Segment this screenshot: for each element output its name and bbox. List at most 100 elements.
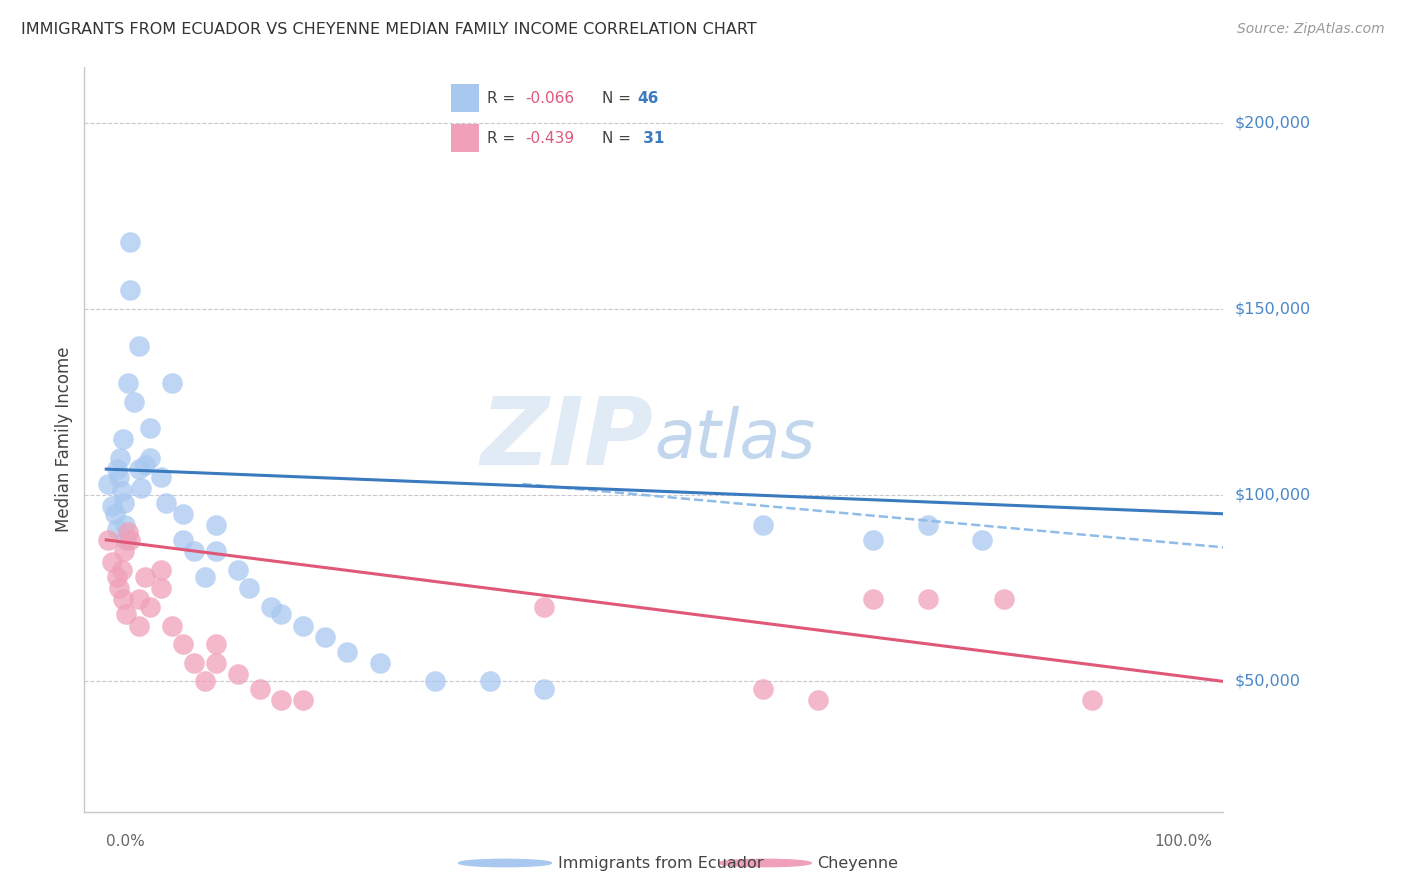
Text: $100,000: $100,000: [1234, 488, 1310, 503]
Point: [111, 433, 134, 447]
Text: ZIP: ZIP: [481, 393, 654, 485]
Point: [204, 544, 226, 558]
Point: [270, 693, 292, 707]
Text: IMMIGRANTS FROM ECUADOR VS CHEYENNE MEDIAN FAMILY INCOME CORRELATION CHART: IMMIGRANTS FROM ECUADOR VS CHEYENNE MEDI…: [21, 22, 756, 37]
Point: [1081, 693, 1104, 707]
Point: [105, 522, 128, 536]
Text: R =: R =: [486, 91, 520, 106]
Point: [160, 618, 183, 632]
Point: [97, 477, 120, 491]
Point: [155, 495, 177, 509]
Point: [150, 469, 173, 483]
Point: [204, 518, 226, 533]
Point: [112, 495, 135, 509]
Point: [120, 283, 142, 297]
Point: [160, 376, 183, 391]
Point: [183, 656, 205, 670]
Point: [111, 592, 134, 607]
Point: [292, 618, 315, 632]
Point: [139, 421, 162, 435]
Point: [972, 533, 994, 547]
Point: [423, 674, 446, 689]
Point: [172, 507, 194, 521]
Point: [993, 592, 1015, 607]
Point: [478, 674, 501, 689]
Point: [194, 674, 217, 689]
Circle shape: [458, 859, 551, 867]
Point: [134, 570, 156, 584]
Text: 31: 31: [637, 130, 664, 145]
Point: [752, 518, 775, 533]
Point: [917, 592, 939, 607]
Point: [533, 599, 555, 614]
Circle shape: [718, 859, 811, 867]
Point: [533, 681, 555, 696]
Point: [108, 469, 131, 483]
Point: [110, 450, 132, 465]
Point: [150, 563, 173, 577]
Point: [128, 592, 150, 607]
Point: [128, 339, 150, 353]
Text: $150,000: $150,000: [1234, 301, 1310, 317]
Point: [100, 555, 122, 569]
Text: $200,000: $200,000: [1234, 115, 1310, 130]
Point: [917, 518, 939, 533]
Point: [204, 637, 226, 651]
Point: [122, 395, 145, 409]
Point: [150, 582, 173, 596]
Text: 46: 46: [637, 91, 659, 106]
Point: [183, 544, 205, 558]
Bar: [451, 85, 478, 112]
Point: [752, 681, 775, 696]
Text: 0.0%: 0.0%: [107, 834, 145, 849]
Point: [139, 599, 162, 614]
Text: 100.0%: 100.0%: [1154, 834, 1212, 849]
Text: Source: ZipAtlas.com: Source: ZipAtlas.com: [1237, 22, 1385, 37]
Point: [238, 582, 260, 596]
Point: [105, 570, 128, 584]
Point: [172, 637, 194, 651]
Point: [114, 518, 136, 533]
Point: [172, 533, 194, 547]
Text: atlas: atlas: [654, 407, 815, 472]
Point: [194, 570, 217, 584]
Point: [807, 693, 830, 707]
Point: [115, 533, 138, 547]
Point: [368, 656, 391, 670]
Text: -0.439: -0.439: [526, 130, 574, 145]
Text: N =: N =: [602, 130, 636, 145]
Point: [112, 544, 135, 558]
Point: [862, 592, 884, 607]
Point: [139, 450, 162, 465]
Text: Cheyenne: Cheyenne: [817, 855, 898, 871]
Point: [292, 693, 315, 707]
Point: [110, 484, 132, 499]
Y-axis label: Median Family Income: Median Family Income: [55, 347, 73, 532]
Point: [226, 667, 249, 681]
Point: [336, 644, 359, 658]
Point: [204, 656, 226, 670]
Point: [104, 507, 127, 521]
Point: [314, 630, 336, 644]
Point: [108, 582, 131, 596]
Text: -0.066: -0.066: [526, 91, 574, 106]
Point: [128, 462, 150, 476]
Point: [128, 618, 150, 632]
Point: [249, 681, 271, 696]
Point: [131, 481, 153, 495]
Point: [226, 563, 249, 577]
Text: Immigrants from Ecuador: Immigrants from Ecuador: [558, 855, 763, 871]
Text: $50,000: $50,000: [1234, 673, 1301, 689]
Point: [117, 525, 139, 540]
Text: R =: R =: [486, 130, 520, 145]
Point: [120, 533, 142, 547]
Point: [117, 376, 139, 391]
Point: [105, 462, 128, 476]
Point: [97, 533, 120, 547]
Point: [134, 458, 156, 473]
Point: [120, 235, 142, 249]
Point: [110, 563, 132, 577]
Point: [270, 607, 292, 622]
Text: N =: N =: [602, 91, 636, 106]
Point: [259, 599, 281, 614]
